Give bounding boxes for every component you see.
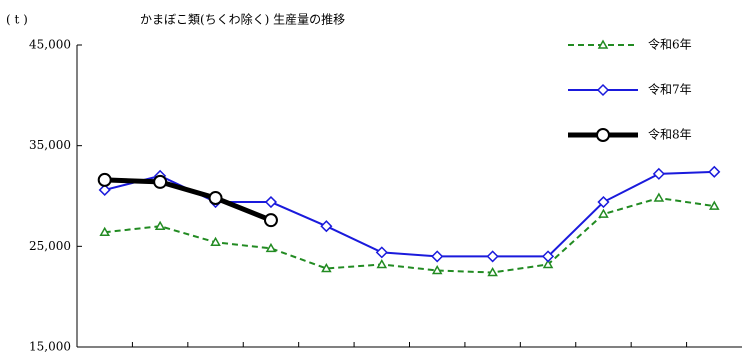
marker (264, 195, 278, 209)
y-axis-label: ( t ) (6, 13, 28, 27)
marker (653, 192, 665, 202)
marker (375, 246, 388, 259)
marker (208, 191, 223, 206)
marker (541, 250, 555, 263)
marker (321, 262, 332, 273)
marker (708, 165, 721, 178)
marker (596, 83, 610, 97)
y-tick-label: 35,000 (29, 138, 71, 152)
chart-title: かまぼこ類(ちくわ除く) 生産量の推移 (140, 12, 345, 27)
marker (154, 220, 166, 230)
marker (320, 220, 333, 233)
marker (597, 39, 609, 49)
legend-label: 令和6年 (648, 37, 692, 52)
series-line (104, 170, 715, 258)
marker (708, 200, 720, 210)
marker (99, 226, 111, 236)
marker (97, 172, 112, 187)
marker (153, 174, 168, 189)
marker (376, 258, 388, 269)
legend-label: 令和8年 (648, 127, 692, 142)
y-tick-label: 45,000 (29, 38, 71, 52)
marker (598, 208, 609, 218)
marker (263, 213, 278, 228)
marker (542, 258, 554, 269)
marker (210, 236, 221, 247)
legend-label: 令和7年 (648, 82, 692, 97)
series-line (104, 196, 715, 274)
marker (597, 195, 610, 209)
series-line (104, 177, 272, 223)
marker (431, 250, 444, 263)
y-tick-label: 15,000 (29, 340, 71, 354)
marker (98, 183, 111, 197)
marker (596, 128, 610, 142)
y-tick-label: 25,000 (29, 239, 71, 253)
marker (652, 167, 665, 180)
marker (486, 250, 499, 263)
marker (487, 266, 498, 277)
marker (431, 264, 443, 275)
marker (265, 242, 277, 253)
